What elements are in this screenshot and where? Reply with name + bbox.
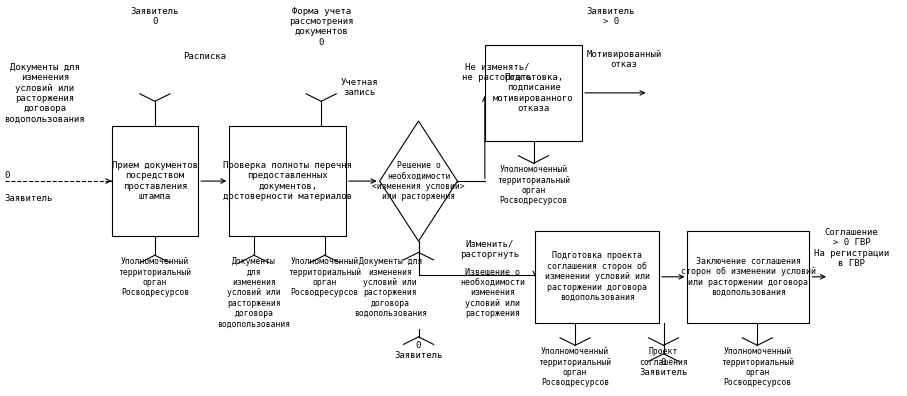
Text: Мотивированный
отказ: Мотивированный отказ: [587, 50, 662, 69]
Text: Прием документов
посредством
проставления
штампа: Прием документов посредством проставлени…: [112, 161, 198, 201]
Text: Документы
для
изменения
условий или
расторжения
договора
водопользования: Документы для изменения условий или раст…: [218, 257, 290, 329]
Text: Решение о
необходимости
<изменения условий>
или расторжения: Решение о необходимости <изменения услов…: [372, 161, 464, 201]
Text: Проверка полноты перечня
предоставленных
документов,
достоверности материалов: Проверка полноты перечня предоставленных…: [223, 161, 352, 201]
Text: Документы для
изменения
условий или
расторжения
договора
водопользования: Документы для изменения условий или раст…: [354, 257, 427, 318]
Text: Расписка: Расписка: [183, 51, 226, 61]
Text: Соглашение
> 0 ГВР
На регистрации
в ГВР: Соглашение > 0 ГВР На регистрации в ГВР: [814, 228, 889, 268]
Text: Форма учета
рассмотрения
документов
0: Форма учета рассмотрения документов 0: [289, 6, 354, 47]
FancyBboxPatch shape: [229, 126, 346, 236]
Text: 0
Заявитель: 0 Заявитель: [395, 341, 443, 360]
Text: Уполномоченный
территориальный
орган
Росводресурсов: Уполномоченный территориальный орган Рос…: [721, 347, 794, 387]
Text: Уполномоченный
территориальный
орган
Росводресурсов: Уполномоченный территориальный орган Рос…: [497, 165, 571, 206]
Text: Подготовка проекта
соглашения сторон об
изменении условий или
расторжении догово: Подготовка проекта соглашения сторон об …: [545, 251, 649, 302]
Text: Заявитель
> 0: Заявитель > 0: [587, 6, 635, 26]
FancyBboxPatch shape: [688, 231, 809, 323]
Text: Заявитель
0: Заявитель 0: [131, 6, 179, 26]
Text: Документы для
изменения
условий или
расторжения
договора
водопользования: Документы для изменения условий или раст…: [5, 63, 85, 124]
FancyBboxPatch shape: [112, 126, 199, 236]
Text: Не изменять/
не расторгать: Не изменять/ не расторгать: [462, 63, 532, 82]
Text: Проект
соглашения: Проект соглашения: [639, 347, 688, 367]
Text: Уполномоченный
территориальный
орган
Росводресурсов: Уполномоченный территориальный орган Рос…: [118, 257, 191, 297]
Text: Уполномоченный
территориальный
орган
Росводресурсов: Уполномоченный территориальный орган Рос…: [539, 347, 611, 387]
Text: Заключение соглашения
сторон об изменении условий
или расторжении договора
водоп: Заключение соглашения сторон об изменени…: [681, 257, 816, 297]
Text: Уполномоченный
территориальный
орган
Росводресурсов: Уполномоченный территориальный орган Рос…: [288, 257, 361, 297]
FancyBboxPatch shape: [535, 231, 659, 323]
Text: 0
Заявитель: 0 Заявитель: [639, 358, 688, 377]
Text: Извещение о
необходимости
изменения
условий или
расторжения: Извещение о необходимости изменения усло…: [460, 267, 525, 318]
FancyBboxPatch shape: [485, 45, 582, 141]
Text: Заявитель: Заявитель: [5, 194, 53, 203]
Text: Изменить/
расторгнуть: Изменить/ расторгнуть: [460, 239, 519, 259]
Text: Учетная
запись: Учетная запись: [341, 78, 378, 97]
Polygon shape: [380, 121, 457, 241]
Text: Подготовка,
подписание
мотивированного
отказа: Подготовка, подписание мотивированного о…: [493, 73, 574, 113]
Text: 0: 0: [5, 171, 10, 180]
